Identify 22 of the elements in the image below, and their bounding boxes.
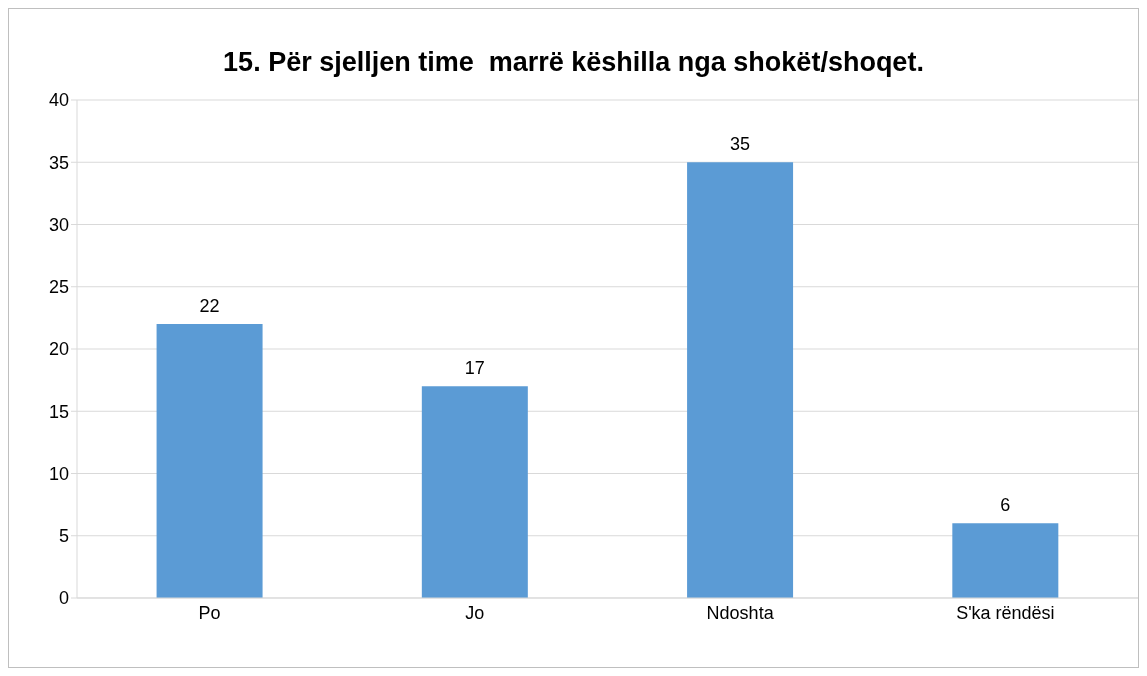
y-tick-label: 40 [48, 90, 69, 111]
y-tick-label: 30 [48, 214, 69, 235]
bar [421, 386, 528, 598]
y-tick-label: 10 [48, 463, 69, 484]
y-tick-label: 0 [58, 588, 69, 609]
bar [952, 523, 1059, 598]
y-tick-label: 25 [48, 277, 69, 298]
x-tick-label: Jo [465, 602, 485, 623]
bar [687, 162, 794, 598]
y-tick-label: 15 [48, 401, 69, 422]
data-label: 17 [464, 358, 485, 379]
x-tick-label: S'ka rëndësi [956, 602, 1055, 623]
x-tick-label: Po [198, 602, 221, 623]
data-label: 22 [199, 296, 220, 317]
y-tick-label: 5 [58, 526, 69, 547]
chart-title: 15. Për sjelljen time marrë këshilla nga shokët/shoqet. [222, 47, 925, 78]
y-tick-label: 20 [48, 339, 69, 360]
y-tick-label: 35 [48, 152, 69, 173]
data-label: 35 [730, 134, 751, 155]
data-label: 6 [1000, 495, 1011, 516]
bar [156, 324, 263, 598]
x-tick-label: Ndoshta [706, 602, 775, 623]
